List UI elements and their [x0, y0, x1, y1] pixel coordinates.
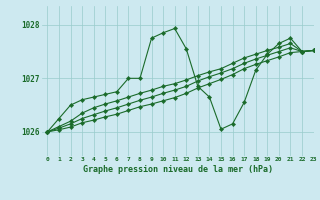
X-axis label: Graphe pression niveau de la mer (hPa): Graphe pression niveau de la mer (hPa)	[83, 165, 273, 174]
